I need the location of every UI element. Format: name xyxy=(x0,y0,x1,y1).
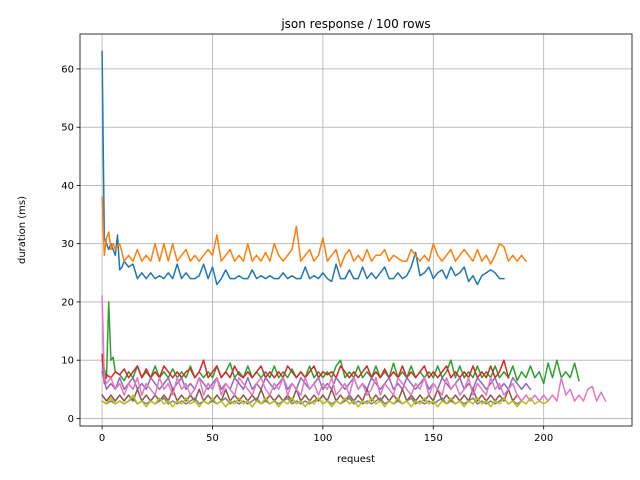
series-line-4 xyxy=(101,353,510,385)
x-tick-label: 200 xyxy=(534,433,553,444)
y-axis-label: duration (ms) xyxy=(17,196,28,264)
series-line-5 xyxy=(101,370,532,391)
x-axis-label: request xyxy=(337,454,375,465)
x-axis-ticks: 0 50 100 150 200 xyxy=(99,426,553,444)
y-tick-label: 60 xyxy=(61,64,74,75)
y-tick-label: 40 xyxy=(61,181,74,192)
data-series xyxy=(101,50,607,408)
y-tick-label: 20 xyxy=(61,297,74,308)
x-tick-label: 50 xyxy=(206,433,219,444)
series-line-2 xyxy=(101,196,528,268)
series-line-9 xyxy=(101,394,550,408)
plot-frame xyxy=(79,33,633,427)
x-tick-label: 150 xyxy=(424,433,443,444)
series-line-1 xyxy=(101,50,505,286)
series-line-7 xyxy=(101,295,607,403)
y-tick-label: 0 xyxy=(68,414,74,425)
y-tick-label: 50 xyxy=(61,123,74,134)
x-tick-label: 100 xyxy=(313,433,332,444)
x-tick-label: 0 xyxy=(99,433,105,444)
y-tick-label: 30 xyxy=(61,239,74,250)
y-tick-label: 10 xyxy=(61,356,74,367)
y-axis-ticks: 0 10 20 30 40 50 60 xyxy=(61,64,80,425)
chart-title: json response / 100 rows xyxy=(280,17,430,31)
